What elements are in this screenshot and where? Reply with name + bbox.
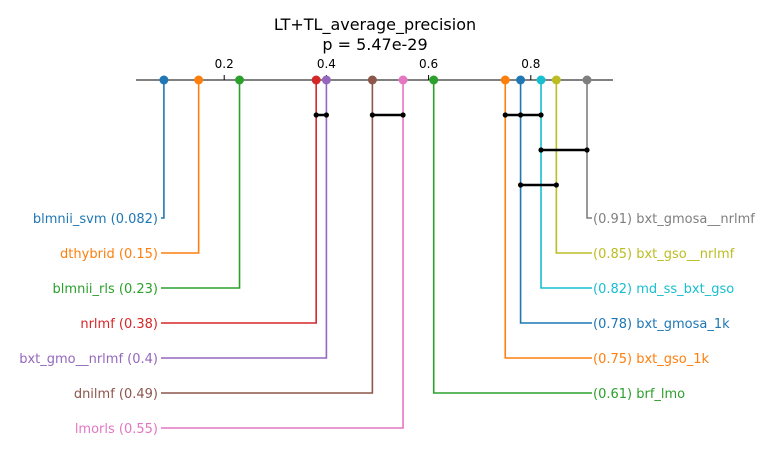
method-marker (321, 75, 331, 85)
method-connector (432, 80, 592, 394)
method-label: lmorls (0.55) (75, 422, 158, 437)
method-marker (551, 75, 561, 85)
method-marker (536, 75, 546, 85)
clique-bar-dot (584, 147, 590, 153)
method-label: (0.85) bxt_gso__nrlmf (593, 247, 735, 262)
method-marker (159, 75, 169, 85)
clique-bar-dot (538, 112, 544, 118)
method-label: (0.61) brf_lmo (593, 387, 685, 402)
method-label: (0.78) bxt_gmosa_1k (593, 317, 730, 332)
method-connector (161, 80, 404, 429)
method-marker (582, 75, 592, 85)
method-connector (161, 80, 165, 219)
method-marker (516, 75, 526, 85)
method-connector (161, 80, 374, 394)
clique-bar-dot (553, 182, 559, 188)
method-marker (500, 75, 510, 85)
method-label: blmnii_svm (0.082) (33, 212, 158, 227)
method-label: (0.91) bxt_gmosa__nrlmf (593, 212, 755, 227)
method-label: dnilmf (0.49) (74, 387, 158, 402)
clique-bar-dot (313, 112, 319, 118)
clique-bar-dot (502, 112, 508, 118)
clique-bar-dot (400, 112, 406, 118)
clique-bar-dot (517, 182, 524, 188)
method-label: bxt_gmo__nrlmf (0.4) (19, 352, 158, 367)
method-marker (235, 75, 245, 85)
method-connector (504, 80, 592, 359)
method-connector (161, 80, 317, 324)
method-marker (429, 75, 439, 85)
method-connector (161, 80, 241, 289)
method-marker (398, 75, 408, 85)
chart-title: LT+TL_average_precision (273, 15, 477, 34)
method-connector (161, 80, 328, 359)
chart-subtitle: p = 5.47e-29 (322, 35, 428, 54)
tick-label: 0.6 (419, 57, 438, 71)
method-connector (555, 80, 592, 254)
tick-label: 0.8 (521, 57, 540, 71)
method-label: (0.82) md_ss_bxt_gso (593, 282, 734, 297)
tick-label: 0.4 (317, 57, 336, 71)
clique-bar-dot (517, 112, 524, 118)
method-label: (0.75) bxt_gso_1k (593, 352, 710, 367)
clique-bar-dot (323, 112, 329, 118)
clique-bar-dot (538, 147, 544, 153)
method-label: dthybrid (0.15) (60, 247, 158, 262)
method-marker (194, 75, 204, 85)
method-marker (311, 75, 321, 85)
method-connector (519, 80, 592, 324)
method-label: blmnii_rls (0.23) (53, 282, 158, 297)
clique-bar-dot (369, 112, 375, 118)
method-marker (367, 75, 377, 85)
tick-label: 0.2 (215, 57, 234, 71)
method-label: nrlmf (0.38) (80, 317, 158, 332)
method-connector (586, 80, 592, 219)
method-connector (161, 80, 200, 254)
